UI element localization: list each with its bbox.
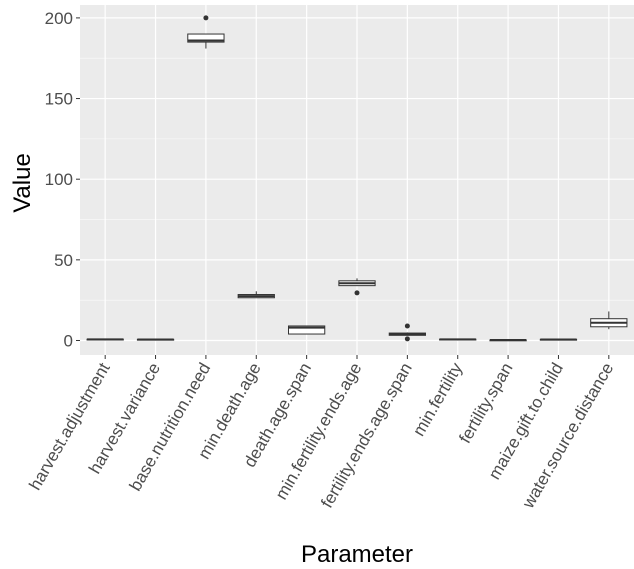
y-axis-ticks: 0 50 100 150 200 [45, 9, 80, 350]
box-fertility.ends.age.span [388, 323, 426, 342]
outlier-point [354, 290, 360, 296]
box-body [187, 33, 225, 43]
box-death.age.span [288, 325, 326, 335]
x-axis-title: Parameter [301, 541, 413, 568]
box-body [288, 325, 326, 335]
outlier-point [203, 15, 209, 21]
box-water.source.distance [590, 311, 628, 330]
box-min.death.age [237, 291, 275, 299]
x-axis-ticks: harvest.adjustmentharvest.variancebase.n… [25, 355, 617, 512]
y-tick-label: 150 [45, 90, 73, 109]
major-gridlines [80, 5, 634, 355]
y-tick-label: 200 [45, 9, 73, 28]
x-tick-label: fertility.ends.age.span [317, 360, 416, 512]
y-tick-label: 0 [64, 331, 73, 350]
outlier-point [404, 336, 410, 342]
box-harvest.variance [136, 338, 175, 341]
y-axis-title: Value [9, 153, 36, 213]
x-tick-label: water.source.distance [518, 360, 617, 513]
box-maize.gift.to.child [539, 338, 578, 341]
box-min.fertility.ends.age [338, 278, 376, 296]
x-tick-label: min.fertility [409, 359, 466, 439]
y-tick-label: 50 [54, 251, 73, 270]
box-base.nutrition.need [187, 15, 225, 49]
box-series [86, 15, 628, 342]
box-min.fertility [439, 338, 477, 341]
outlier-point [404, 323, 410, 329]
box-fertility.span [489, 339, 527, 342]
y-tick-label: 100 [45, 170, 73, 189]
box-harvest.adjustment [86, 338, 124, 341]
